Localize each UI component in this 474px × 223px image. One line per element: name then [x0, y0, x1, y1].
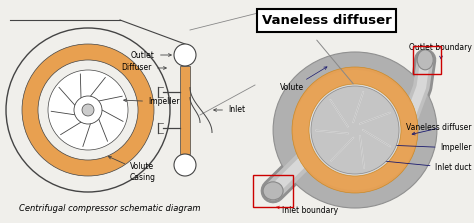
Bar	[413, 46, 441, 74]
Text: Centrifugal compressor schematic diagram: Centrifugal compressor schematic diagram	[19, 204, 201, 213]
Text: Outlet: Outlet	[131, 50, 171, 60]
Ellipse shape	[263, 182, 283, 200]
Text: Vaneless diffuser: Vaneless diffuser	[407, 124, 472, 135]
Bar	[253, 175, 293, 207]
Text: Vaneless diffuser: Vaneless diffuser	[262, 14, 392, 27]
Bar	[180, 66, 190, 154]
Text: Diffuser: Diffuser	[122, 64, 166, 72]
Circle shape	[174, 154, 196, 176]
Text: Volute
Casing: Volute Casing	[109, 156, 156, 182]
Ellipse shape	[292, 70, 418, 190]
Text: Inlet: Inlet	[214, 105, 245, 114]
Circle shape	[82, 104, 94, 116]
Text: Impeller: Impeller	[390, 143, 472, 153]
Text: Impeller: Impeller	[124, 97, 180, 107]
Ellipse shape	[297, 85, 393, 135]
Ellipse shape	[417, 50, 433, 70]
Ellipse shape	[273, 52, 437, 208]
Text: Volute: Volute	[280, 67, 327, 93]
Circle shape	[311, 86, 399, 174]
Circle shape	[48, 70, 128, 150]
Circle shape	[174, 44, 196, 66]
Wedge shape	[292, 67, 418, 193]
Text: Inlet duct: Inlet duct	[376, 159, 472, 173]
Circle shape	[74, 96, 102, 124]
Text: Inlet boundary: Inlet boundary	[276, 206, 338, 215]
Text: Outlet boundary: Outlet boundary	[409, 43, 472, 59]
Wedge shape	[22, 44, 154, 176]
